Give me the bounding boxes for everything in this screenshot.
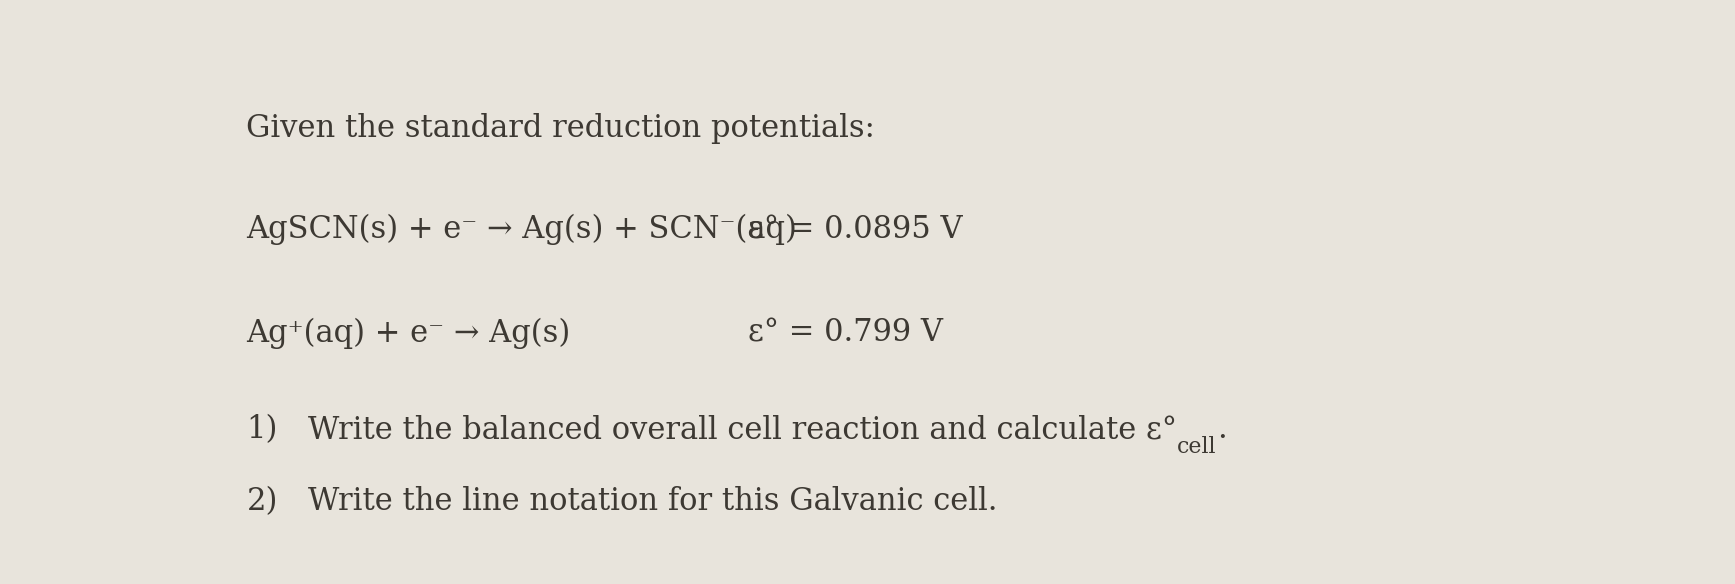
- Text: 1): 1): [246, 414, 278, 446]
- Text: ε° = 0.799 V: ε° = 0.799 V: [748, 318, 944, 349]
- Text: Write the balanced overall cell reaction and calculate ε°: Write the balanced overall cell reaction…: [309, 414, 1178, 446]
- Text: Ag⁺(aq) + e⁻ → Ag(s): Ag⁺(aq) + e⁻ → Ag(s): [246, 318, 571, 349]
- Text: AgSCN(s) + e⁻ → Ag(s) + SCN⁻(aq): AgSCN(s) + e⁻ → Ag(s) + SCN⁻(aq): [246, 214, 798, 245]
- Text: cell: cell: [1178, 436, 1216, 458]
- Text: Write the line notation for this Galvanic cell.: Write the line notation for this Galvani…: [309, 486, 998, 517]
- Text: Given the standard reduction potentials:: Given the standard reduction potentials:: [246, 113, 876, 144]
- Text: ε° = 0.0895 V: ε° = 0.0895 V: [748, 214, 963, 245]
- Text: .: .: [1216, 414, 1227, 446]
- Text: 2): 2): [246, 486, 278, 517]
